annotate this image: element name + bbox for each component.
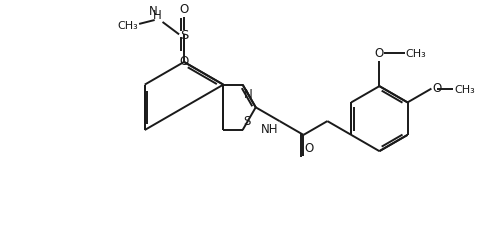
Text: S: S [180,29,188,42]
Text: CH₃: CH₃ [405,49,426,59]
Text: O: O [179,3,188,16]
Text: O: O [375,47,384,60]
Text: O: O [305,141,314,154]
Text: O: O [179,55,188,68]
Text: CH₃: CH₃ [117,21,138,31]
Text: S: S [243,115,251,128]
Text: N: N [149,5,158,18]
Text: NH: NH [261,123,279,135]
Text: N: N [243,87,253,100]
Text: O: O [432,82,442,95]
Text: CH₃: CH₃ [454,84,475,94]
Text: H: H [153,9,161,22]
